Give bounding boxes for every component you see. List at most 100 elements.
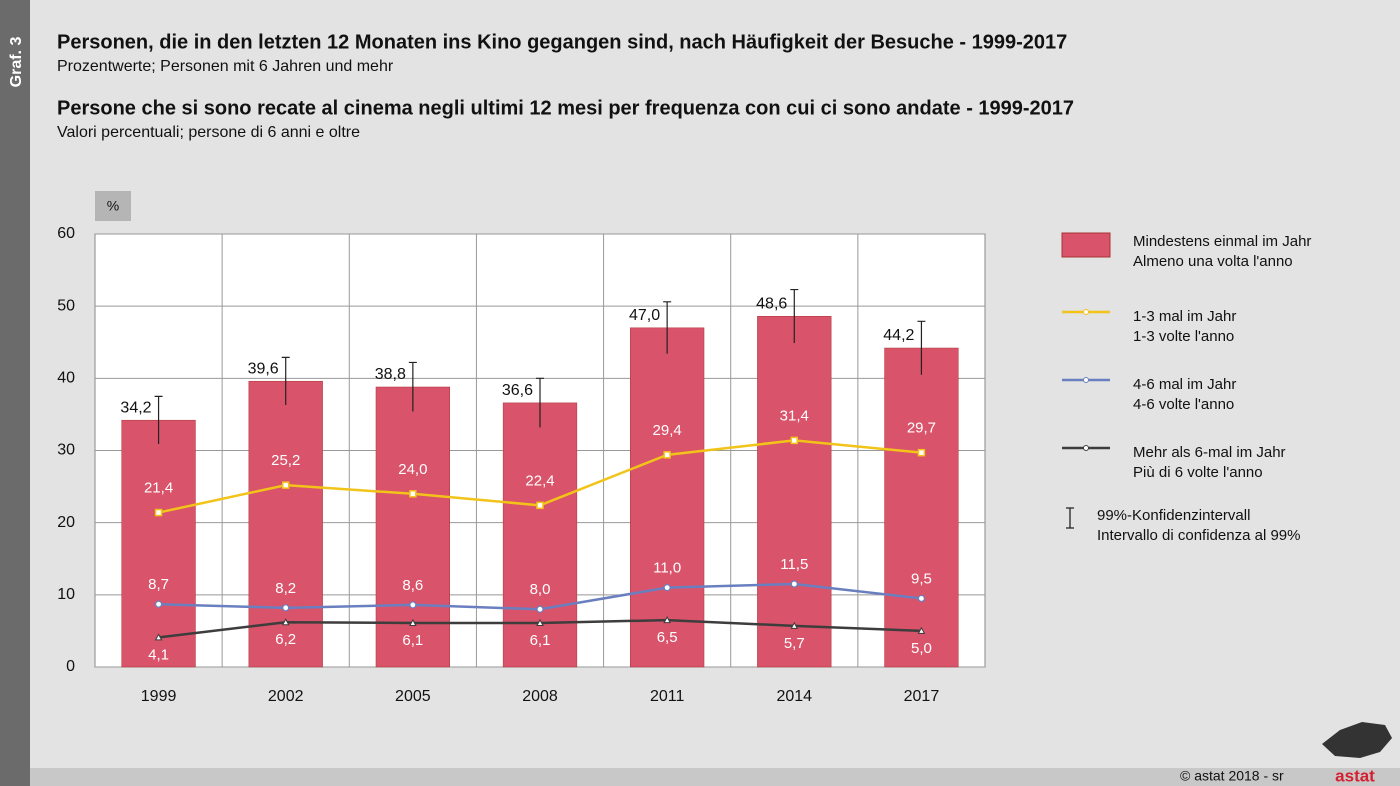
line-value-label: 6,2 <box>275 631 296 648</box>
error-bar <box>154 395 163 445</box>
legend-label: 99%-Konfidenzintervall <box>1097 507 1250 524</box>
legend-label: 1-3 mal im Jahr <box>1133 308 1236 325</box>
legend-swatch <box>1061 232 1111 258</box>
footer: © astat 2018 - sr <box>1180 768 1284 784</box>
line-value-label: 31,4 <box>780 407 809 424</box>
x-tick-label: 1999 <box>141 688 177 705</box>
title: Personen, die in den letzten 12 Monaten … <box>57 31 1067 53</box>
logo-map <box>1322 722 1392 758</box>
legend-label: Mehr als 6-mal im Jahr <box>1133 444 1286 461</box>
logo: astat <box>1335 766 1375 785</box>
legend-label: 4-6 volte l'anno <box>1133 396 1234 413</box>
marker <box>790 580 798 588</box>
x-tick-label: 2008 <box>522 688 558 705</box>
marker <box>154 600 163 608</box>
ci-icon <box>1066 507 1074 529</box>
line-value-label: 4,1 <box>148 646 169 663</box>
side-label: Graf. 3 <box>8 37 25 88</box>
legend-label: Intervallo di confidenza al 99% <box>1097 527 1300 544</box>
bar-value-label: 44,2 <box>883 327 914 344</box>
line-value-label: 9,5 <box>911 570 932 587</box>
marker <box>536 605 544 613</box>
marker <box>663 451 671 459</box>
bar-value-label: 48,6 <box>756 295 787 312</box>
ylabel-box <box>95 191 131 221</box>
y-tick-label: 50 <box>57 297 75 314</box>
legend-label: 4-6 mal im Jahr <box>1133 376 1236 393</box>
bar <box>757 316 832 668</box>
marker <box>536 501 544 510</box>
x-tick-label: 2014 <box>776 688 812 705</box>
marker <box>409 490 417 498</box>
marker <box>409 601 417 609</box>
line-value-label: 24,0 <box>398 461 427 478</box>
subtitle: Valori percentuali; persone di 6 anni e … <box>57 124 360 141</box>
marker <box>281 481 290 489</box>
y-tick-label: 40 <box>57 370 75 387</box>
x-tick-label: 2011 <box>650 688 685 705</box>
line-value-label: 11,0 <box>653 560 681 577</box>
marker <box>282 604 290 612</box>
subtitle: Prozentwerte; Personen mit 6 Jahren und … <box>57 58 394 75</box>
x-tick-label: 2005 <box>395 688 431 705</box>
y-tick-label: 60 <box>57 225 75 242</box>
line-value-label: 11,5 <box>780 556 808 573</box>
error-bar <box>281 356 290 406</box>
bar-value-label: 47,0 <box>629 307 660 324</box>
line-value-label: 8,6 <box>402 577 423 594</box>
marker <box>536 618 544 626</box>
y-tick-label: 0 <box>66 658 75 675</box>
y-axis-label: % <box>107 198 119 214</box>
legend-marker <box>1083 445 1089 451</box>
marker <box>917 448 926 457</box>
legend-label: Almeno una volta l'anno <box>1133 253 1293 270</box>
y-tick-label: 30 <box>57 442 75 459</box>
y-tick-label: 10 <box>57 586 75 603</box>
line-value-label: 8,7 <box>148 576 169 593</box>
line-value-label: 8,0 <box>530 581 551 598</box>
line-value-label: 25,2 <box>271 452 300 469</box>
marker <box>790 621 799 629</box>
bar-value-label: 39,6 <box>248 360 279 377</box>
bar-value-label: 38,8 <box>375 366 406 383</box>
line-value-label: 29,7 <box>907 420 936 437</box>
marker <box>917 626 926 634</box>
line-value-label: 5,0 <box>911 640 932 657</box>
legend-label: Più di 6 volte l'anno <box>1133 464 1263 481</box>
bar-value-label: 36,6 <box>502 382 533 399</box>
x-tick-label: 2017 <box>904 688 940 705</box>
error-bar <box>408 361 417 412</box>
error-bar <box>663 301 672 354</box>
line-value-label: 21,4 <box>144 480 173 497</box>
error-bar <box>917 320 926 375</box>
marker <box>154 633 163 641</box>
y-tick-label: 20 <box>57 514 75 531</box>
bar <box>502 402 578 668</box>
line-value-label: 29,4 <box>653 422 682 439</box>
bar <box>884 347 959 668</box>
line-value-label: 6,5 <box>657 629 678 646</box>
line-value-label: 6,1 <box>402 632 423 649</box>
line-value-label: 5,7 <box>784 635 805 652</box>
title: Persone che si sono recate al cinema neg… <box>57 97 1074 119</box>
legend-marker <box>1083 377 1089 383</box>
footer-strip <box>30 768 1400 786</box>
marker <box>917 594 926 603</box>
marker <box>663 584 671 592</box>
side-strip <box>0 0 30 786</box>
legend-label: Mindestens einmal im Jahr <box>1133 233 1311 250</box>
marker <box>154 508 163 517</box>
x-tick-label: 2002 <box>268 688 304 705</box>
bar-value-label: 34,2 <box>120 399 151 416</box>
legend-marker <box>1083 309 1089 315</box>
line-value-label: 8,2 <box>275 580 296 597</box>
error-bar <box>790 288 799 343</box>
error-bar <box>536 377 544 428</box>
bar <box>630 327 705 668</box>
line-value-label: 22,4 <box>525 472 554 489</box>
bar <box>121 419 196 668</box>
marker <box>281 618 290 626</box>
line-value-label: 6,1 <box>530 632 551 649</box>
marker <box>663 616 671 624</box>
